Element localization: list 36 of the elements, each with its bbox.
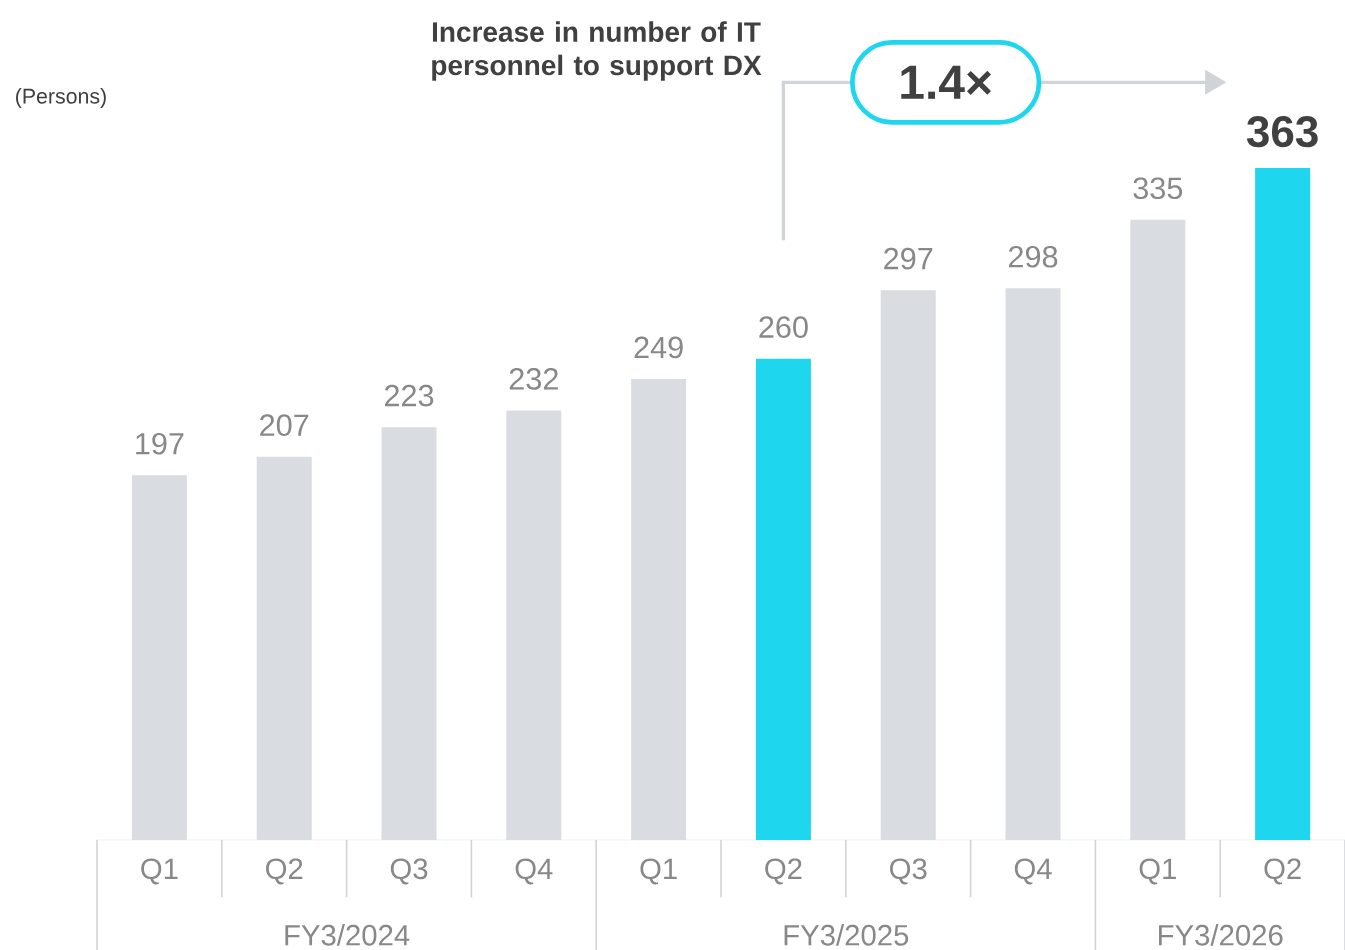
data-label: 335 xyxy=(1133,177,1183,200)
text: 1.4× xyxy=(901,65,992,99)
data-label: 207 xyxy=(260,414,309,437)
bar xyxy=(381,427,437,840)
x-tick-label: Q2 xyxy=(1264,858,1301,885)
data-label: 232 xyxy=(509,368,558,390)
text: FY3/2026 xyxy=(1159,924,1283,946)
data-label: 298 xyxy=(1008,245,1058,268)
bar xyxy=(755,358,811,840)
bar xyxy=(506,410,562,840)
data-label: 223 xyxy=(384,384,434,407)
x-tick-label: Q4 xyxy=(515,858,553,885)
bar xyxy=(631,379,687,840)
bar xyxy=(1005,288,1061,840)
data-label: 260 xyxy=(759,316,808,338)
bar xyxy=(1130,219,1186,840)
data-label: 297 xyxy=(884,247,933,270)
data-label: 249 xyxy=(634,336,683,359)
text: FY3/2025 xyxy=(784,924,909,946)
x-tick-label: Q1 xyxy=(141,858,178,885)
x-tick-label: Q4 xyxy=(1014,858,1052,885)
x-tick-label: Q3 xyxy=(390,858,428,885)
bar xyxy=(256,456,312,840)
bar xyxy=(880,290,936,840)
x-tick-label: Q1 xyxy=(640,858,677,885)
data-label: 197 xyxy=(136,432,184,455)
x-tick-label: Q3 xyxy=(890,858,927,885)
x-tick-label: Q1 xyxy=(1139,858,1176,885)
data-label: 363 xyxy=(1246,116,1318,148)
x-tick-label: Q2 xyxy=(266,858,303,885)
bar xyxy=(1255,168,1311,840)
text: FY3/2024 xyxy=(285,924,410,946)
chart-title: Increase in number of IT personnel to support DX xyxy=(432,21,762,81)
bar xyxy=(131,475,187,840)
x-tick-label: Q2 xyxy=(765,858,802,885)
y-axis-title: (Persons) xyxy=(16,88,106,108)
